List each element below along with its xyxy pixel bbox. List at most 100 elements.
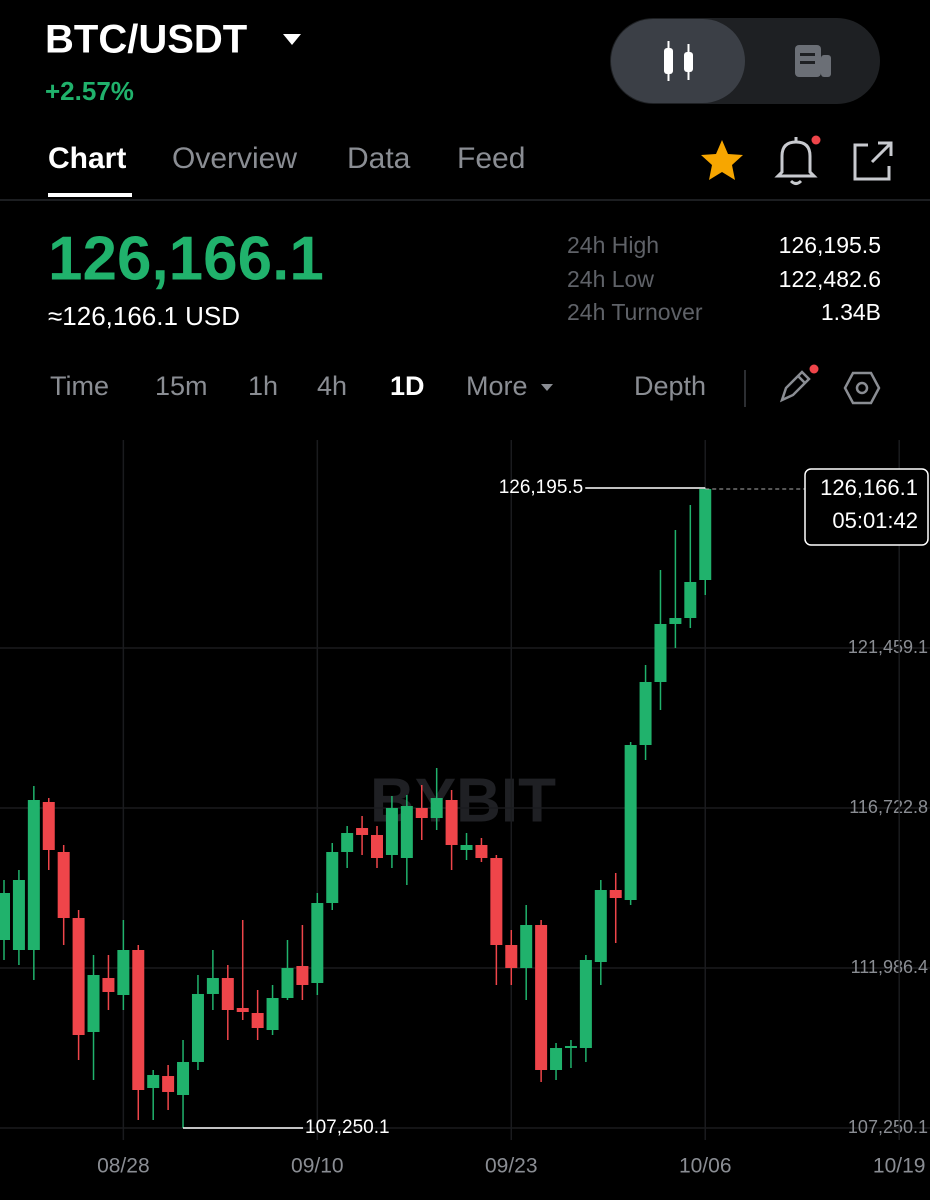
interval[interactable]: 1h (248, 371, 278, 401)
last-price-label: 126,166.1 (820, 475, 918, 500)
candle-body (281, 968, 294, 999)
more-caret (541, 384, 553, 391)
candle-body (191, 993, 204, 1062)
candle-body (311, 903, 324, 984)
candle-body (57, 851, 70, 919)
candle-body (87, 975, 100, 1032)
tab-underline (48, 193, 132, 197)
candle-body (505, 945, 518, 969)
y-tick-label: 116,722.8 (849, 797, 928, 817)
candle-body (564, 1046, 577, 1049)
candle-body (579, 960, 592, 1049)
stat-value: 122,482.6 (779, 266, 881, 292)
favorite-star[interactable] (701, 140, 743, 180)
annotation-label: 126,195.5 (499, 477, 584, 498)
toggle-info[interactable] (795, 45, 831, 77)
candle-body (609, 890, 622, 899)
candle-body (132, 950, 145, 1090)
view-toggle (610, 18, 880, 104)
stat-label: 24h Low (567, 266, 654, 292)
candle-body (117, 950, 130, 995)
candle-body (445, 800, 458, 845)
price-change: +2.57% (45, 76, 134, 106)
candle-body (236, 1008, 249, 1012)
x-tick-label: 09/10 (291, 1155, 344, 1178)
candle-body (162, 1076, 175, 1092)
candle-body (639, 681, 652, 745)
candle-body (206, 978, 219, 994)
draw-tool[interactable] (779, 370, 811, 403)
x-tick-label: 08/28 (97, 1155, 150, 1178)
stat-value: 126,195.5 (779, 232, 881, 258)
candle-body (42, 801, 55, 850)
tab[interactable]: Feed (457, 142, 525, 175)
countdown: 05:01:42 (832, 508, 918, 533)
candle-body (356, 828, 369, 835)
candle-body (385, 808, 398, 855)
interval-more[interactable]: More (466, 371, 528, 401)
candle-body (475, 845, 488, 859)
candle-body (699, 488, 712, 580)
candle-body (177, 1061, 190, 1095)
candle-body (654, 623, 667, 682)
interval-active[interactable]: 1D (390, 371, 425, 401)
chart: BYBIT107,250.1111,986.4116,722.8121,459.… (0, 440, 930, 1178)
candle-body (535, 925, 548, 1070)
toggle-chart[interactable] (611, 19, 745, 103)
depth-button[interactable]: Depth (634, 371, 706, 401)
candle-body (12, 880, 25, 950)
candle-body (415, 808, 428, 819)
x-tick-label: 10/19 (873, 1155, 926, 1178)
pair-dropdown[interactable] (283, 34, 301, 45)
alert-bell[interactable] (774, 137, 818, 185)
pair-title[interactable]: BTC/USDT (45, 18, 247, 62)
tab[interactable]: Overview (172, 142, 297, 175)
candle-body (251, 1013, 264, 1029)
candle-body (72, 918, 85, 1035)
candle-body (490, 858, 503, 945)
candle-body (102, 978, 115, 992)
fiat-price: ≈126,166.1 USD (48, 301, 240, 331)
candle-body (594, 890, 607, 962)
annotation-label: 107,250.1 (305, 1117, 390, 1138)
candle-body (27, 800, 40, 950)
y-tick-label: 107,250.1 (848, 1117, 928, 1137)
draw-dot (809, 364, 819, 374)
interval[interactable]: 4h (317, 371, 347, 401)
candle-body (371, 835, 383, 859)
tab-active[interactable]: Chart (48, 142, 126, 175)
stat-value: 1.34B (821, 299, 881, 325)
last-price-box (804, 468, 929, 546)
candle-body (520, 925, 533, 969)
candle-body (550, 1048, 563, 1070)
candle-body (624, 745, 637, 900)
y-tick-label: 121,459.1 (848, 637, 928, 657)
settings-icon[interactable] (843, 371, 881, 405)
candle-body (147, 1075, 160, 1089)
x-tick-label: 10/06 (679, 1155, 732, 1178)
candle-body (400, 806, 413, 859)
candle-body (296, 966, 309, 985)
y-tick-label: 111,986.4 (851, 957, 928, 977)
candle-body (460, 845, 473, 850)
candle-body (669, 618, 682, 624)
x-tick-label: 09/23 (485, 1155, 538, 1178)
share-icon[interactable] (853, 141, 893, 181)
candle-body (326, 851, 339, 904)
alert-dot (811, 135, 821, 145)
stat-label: 24h High (567, 232, 659, 258)
candle-body (221, 978, 234, 1010)
stat-label: 24h Turnover (567, 299, 703, 325)
tab[interactable]: Data (347, 142, 411, 175)
candle-body (341, 833, 354, 852)
candle-body (684, 581, 697, 619)
candle-body (266, 998, 279, 1030)
last-price: 126,166.1 (48, 224, 324, 293)
candle-body (0, 893, 10, 940)
candle-body (430, 798, 443, 819)
interval[interactable]: 15m (155, 371, 208, 401)
candle-icon (664, 41, 693, 81)
interval[interactable]: Time (50, 371, 109, 401)
